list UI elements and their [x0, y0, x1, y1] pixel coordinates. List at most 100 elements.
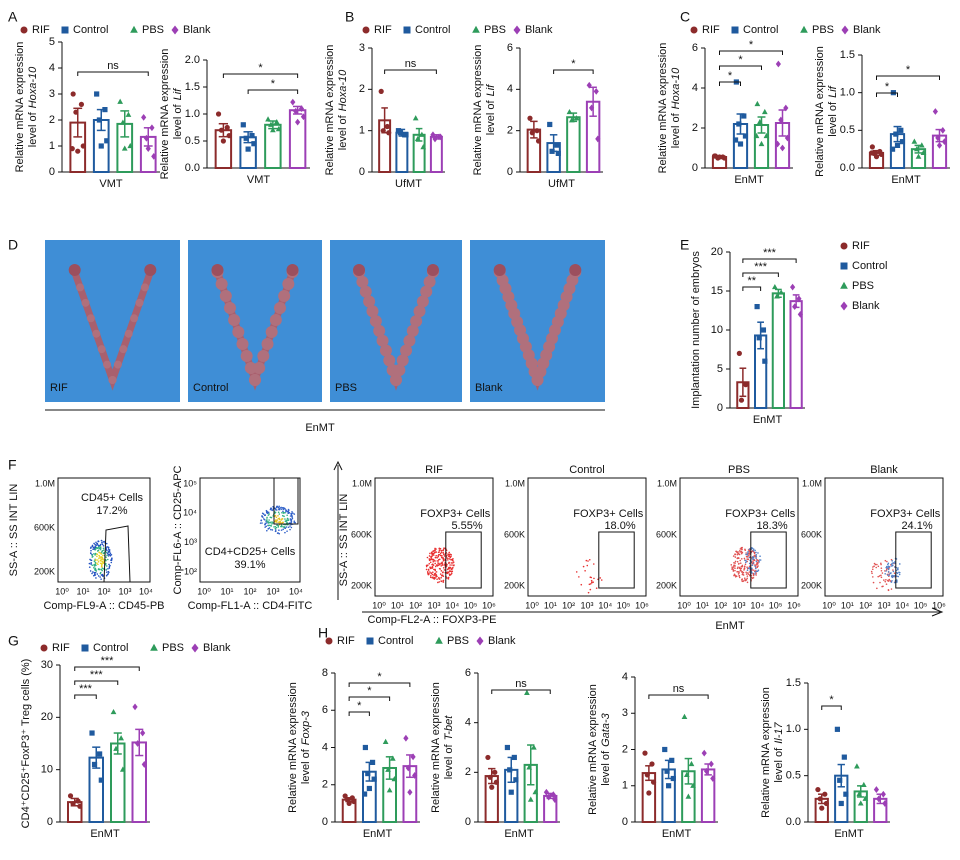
event-dot [753, 551, 756, 554]
event-dot [89, 570, 92, 572]
y-tick-label: 1.0 [185, 108, 200, 120]
data-point [513, 777, 519, 783]
data-point [935, 134, 941, 142]
x-tick-label: 10² [562, 600, 575, 610]
embryo-bead [369, 315, 382, 328]
event-dot [98, 557, 100, 559]
x-tick-label: 10² [859, 600, 872, 610]
data-point [549, 148, 555, 154]
event-dot [887, 562, 890, 565]
event-dot [885, 578, 887, 581]
ovary [286, 264, 299, 276]
photo-label: Control [193, 382, 228, 394]
event-dot [587, 591, 590, 594]
data-point [736, 350, 742, 356]
event-dot [432, 560, 435, 563]
event-dot [274, 507, 277, 510]
event-dot [274, 515, 276, 518]
event-dot [264, 522, 267, 525]
y-tick-label: 1.0M [35, 478, 55, 488]
data-point [134, 740, 141, 747]
event-dot [266, 522, 268, 524]
y-tick-label: 2.0 [185, 54, 200, 66]
legend-label: Control [93, 642, 128, 654]
x-tick-label: 10¹ [76, 586, 89, 596]
data-point [779, 144, 786, 152]
data-point [524, 689, 530, 695]
legend-marker [690, 26, 698, 34]
event-dot [106, 545, 108, 548]
event-dot [97, 546, 100, 548]
event-dot [88, 566, 91, 568]
event-dot [91, 545, 94, 547]
event-dot [737, 551, 739, 553]
event-dot [731, 568, 733, 570]
event-dot [102, 544, 105, 547]
event-dot [873, 565, 875, 568]
event-dot [96, 573, 99, 575]
panel-letter: B [345, 9, 354, 25]
significance-bracket [491, 689, 551, 694]
event-dot [107, 548, 110, 551]
event-dot [896, 575, 898, 577]
bar [395, 131, 409, 174]
embryo-bead [396, 354, 409, 367]
event-dot [891, 574, 893, 577]
event-dot [748, 574, 751, 576]
event-dot [443, 547, 445, 550]
event-dot [428, 562, 431, 565]
legend-label: Control [378, 635, 413, 647]
data-point [554, 142, 560, 148]
event-dot [432, 571, 434, 574]
event-dot [753, 555, 755, 557]
x-category-label: UfMT [395, 178, 422, 190]
data-point [873, 786, 880, 793]
x-category-label: EnMT [834, 828, 864, 840]
data-point [783, 104, 789, 112]
event-dot [744, 559, 747, 562]
event-dot [752, 556, 755, 559]
data-point [132, 703, 138, 711]
event-dot [735, 550, 738, 553]
y-axis-label-part: level of [172, 103, 184, 139]
y-tick-label: 1.5 [185, 81, 200, 93]
data-point [650, 779, 657, 785]
y-tick-label: 4 [507, 83, 513, 95]
x-tick-label: 10⁵ [464, 600, 478, 610]
y-tick-label: 1.0M [352, 478, 372, 488]
embryo-bead [81, 298, 90, 307]
data-point [371, 776, 377, 782]
x-tick-label: 10⁴ [289, 586, 303, 596]
legend-marker [150, 643, 158, 651]
event-dot [289, 515, 292, 517]
gene-name: Hoxa-10 [337, 69, 349, 111]
data-point [711, 153, 718, 159]
data-point [876, 795, 882, 803]
event-dot [742, 580, 745, 582]
event-dot [430, 566, 432, 569]
event-dot [278, 532, 281, 535]
data-point [685, 793, 692, 799]
gate-label: FOXP3+ Cells [870, 508, 940, 520]
significance-bracket [77, 71, 149, 76]
significance-label: *** [101, 655, 115, 667]
data-point [89, 730, 95, 736]
event-dot [275, 509, 278, 511]
event-dot [436, 578, 438, 580]
event-dot [898, 571, 900, 574]
event-dot [739, 562, 742, 564]
event-dot [286, 530, 288, 532]
event-dot [898, 563, 901, 565]
data-point [701, 749, 707, 757]
gate [598, 531, 635, 589]
event-dot [752, 560, 754, 562]
event-dot [744, 549, 747, 552]
event-dot [96, 544, 99, 546]
data-point [737, 141, 744, 147]
embryo-bead [416, 295, 429, 308]
event-dot [102, 552, 105, 555]
event-dot [264, 523, 266, 526]
embryo-bead [124, 329, 133, 338]
axis-label: SS-A :: SS INT LIN [8, 484, 20, 577]
event-dot [450, 562, 453, 564]
